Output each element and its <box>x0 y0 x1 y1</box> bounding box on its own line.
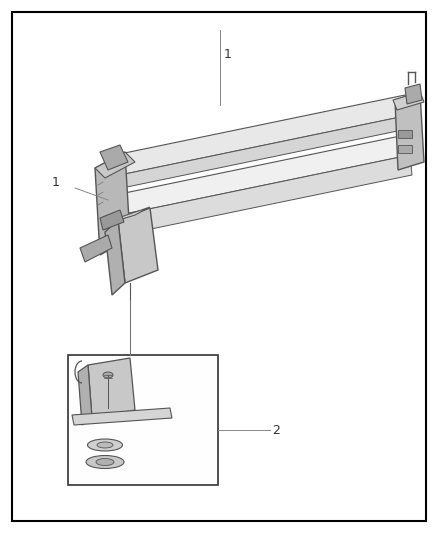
Bar <box>398 145 412 153</box>
Text: 1: 1 <box>224 49 232 61</box>
Polygon shape <box>88 358 135 418</box>
Polygon shape <box>395 92 424 170</box>
Polygon shape <box>393 92 424 110</box>
Polygon shape <box>78 365 92 425</box>
Polygon shape <box>95 152 130 255</box>
Polygon shape <box>115 135 410 215</box>
Polygon shape <box>120 115 412 188</box>
Polygon shape <box>103 207 150 225</box>
Bar <box>68 355 218 485</box>
Ellipse shape <box>96 458 114 465</box>
Polygon shape <box>100 210 124 230</box>
Bar <box>398 130 412 138</box>
Polygon shape <box>118 208 158 283</box>
Polygon shape <box>115 95 410 175</box>
Polygon shape <box>72 408 172 425</box>
Polygon shape <box>120 155 412 235</box>
Text: 2: 2 <box>272 424 280 437</box>
Polygon shape <box>80 235 112 262</box>
Polygon shape <box>405 84 422 104</box>
Ellipse shape <box>86 456 124 469</box>
Ellipse shape <box>88 439 123 451</box>
Text: 1: 1 <box>52 176 60 190</box>
Polygon shape <box>100 145 128 170</box>
Ellipse shape <box>103 372 113 378</box>
Ellipse shape <box>97 442 113 448</box>
Polygon shape <box>95 152 135 178</box>
Polygon shape <box>105 220 125 295</box>
